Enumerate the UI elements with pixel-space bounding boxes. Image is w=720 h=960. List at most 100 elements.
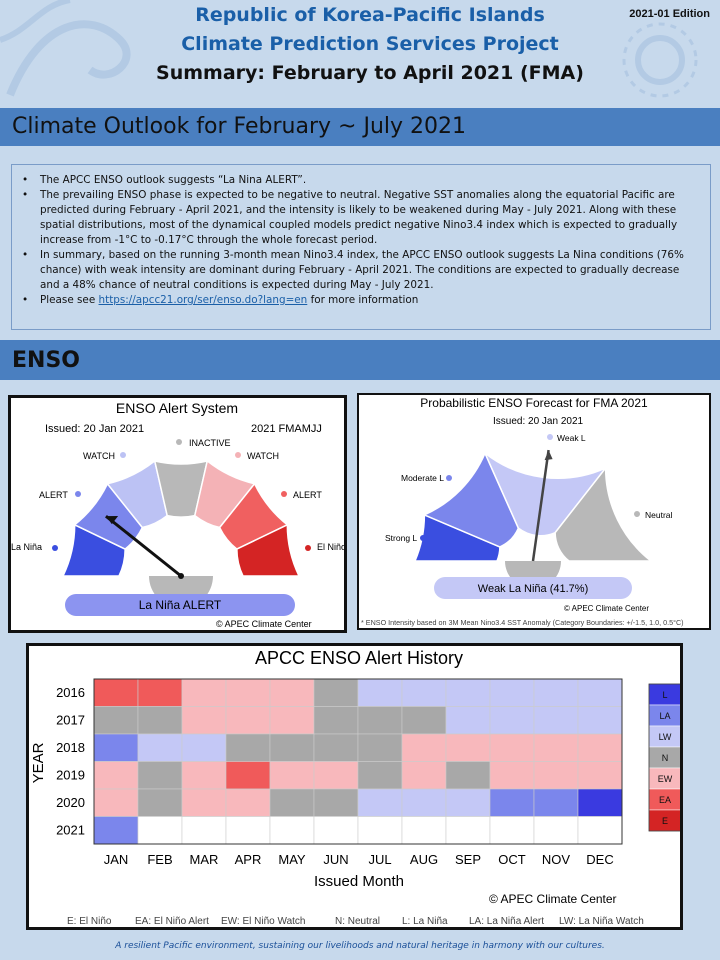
heatmap-cell (137, 706, 183, 735)
heatmap-cell (181, 678, 227, 707)
heatmap-cell (533, 788, 579, 817)
heatmap-cell (181, 706, 227, 735)
heatmap-cell (445, 678, 491, 707)
header-title-line2: Climate Prediction Services Project (181, 33, 559, 55)
heatmap-cell (533, 706, 579, 735)
year-tick-label: 2018 (56, 740, 85, 755)
month-tick-label: JAN (104, 852, 129, 867)
heatmap-cell (93, 733, 139, 762)
heatmap-cell (181, 761, 227, 790)
heatmap-cell (357, 788, 403, 817)
legend-code-label: LA (659, 711, 670, 721)
heatmap-cell (93, 816, 139, 845)
enso-alert-gauge: ENSO Alert System Issued: 20 Jan 2021 2021… (11, 400, 344, 629)
heatmap-cell (225, 788, 271, 817)
gauge-segment (193, 459, 256, 529)
forecast-segment (484, 452, 607, 537)
heatmap-cell (533, 733, 579, 762)
heatmap-cell (445, 788, 491, 817)
legend-code-label: N (662, 753, 669, 763)
gauge-segment-label: El Niño (317, 542, 344, 552)
gauge-segment (153, 459, 209, 518)
heatmap-cell (313, 761, 359, 790)
heatmap-cell (401, 733, 447, 762)
month-tick-label: JUN (323, 852, 348, 867)
outlook-bullet: The prevailing ENSO phase is expected to… (22, 188, 700, 248)
alert-credit: © APEC Climate Center (216, 619, 312, 629)
segment-marker-dot (52, 545, 58, 551)
header-title-line1: Republic of Korea-Pacific Islands (195, 4, 545, 26)
footer-tagline: A resilient Pacific environment, sustain… (115, 941, 605, 951)
forecast-marker-dot (547, 434, 553, 440)
heatmap-cell (225, 678, 271, 707)
heatmap-cell (93, 788, 139, 817)
segment-marker-dot (235, 452, 241, 458)
heatmap-cell (357, 706, 403, 735)
gauge-segment-label: ALERT (39, 490, 68, 500)
gauge-segment-label: WATCH (247, 451, 279, 461)
legend-key-note: EW: El Niño Watch (221, 916, 305, 927)
legend-frame (648, 683, 680, 832)
gauge-segment-label: ALERT (293, 490, 322, 500)
forecast-marker-dot (446, 475, 452, 481)
heatmap-cell (445, 761, 491, 790)
pointer-arrowhead (105, 515, 119, 525)
heatmap-cell (533, 678, 579, 707)
header: Republic of Korea-Pacific Islands Climat… (0, 0, 720, 102)
heatmap-cell (401, 678, 447, 707)
heatmap-cell (577, 788, 623, 817)
heatmap-cell (577, 706, 623, 735)
heatmap-cell (489, 678, 535, 707)
heatmap-cell (137, 816, 183, 845)
heatmap-cell (137, 788, 183, 817)
year-tick-label: 2020 (56, 795, 85, 810)
heatmap-cell (357, 816, 403, 845)
forecast-result-label: Weak La Niña (41.7%) (478, 583, 588, 595)
alert-period: 2021 FMAMJJ (251, 423, 322, 435)
heatmap-cell (93, 706, 139, 735)
heatmap-cell (445, 816, 491, 845)
month-tick-label: JUL (368, 852, 391, 867)
year-tick-label: 2019 (56, 768, 85, 783)
forecast-pointer-needle (531, 449, 550, 562)
probabilistic-forecast-panel: Probabilistic ENSO Forecast for FMA 2021… (357, 393, 711, 630)
gauge-segment-label: WATCH (83, 451, 115, 461)
heatmap-cell (445, 733, 491, 762)
legend-key-note: EA: El Niño Alert (135, 916, 209, 927)
forecast-segment-label: Neutral (645, 510, 673, 520)
heatmap-cell (577, 816, 623, 845)
heatmap-cell (489, 733, 535, 762)
heatmap-cell (269, 761, 315, 790)
outlook-bullet: In summary, based on the running 3-month… (22, 248, 700, 293)
legend-code-label: EA (659, 795, 671, 805)
heatmap-cell (137, 733, 183, 762)
edition-label: 2021-01 Edition (629, 8, 710, 20)
probabilistic-title: Probabilistic ENSO Forecast for FMA 2021 (420, 396, 648, 410)
heatmap-cell (269, 816, 315, 845)
heatmap-cell (181, 788, 227, 817)
gauge-segment (106, 459, 169, 529)
enso-section-band: ENSO (0, 340, 720, 380)
heatmap-cell (225, 706, 271, 735)
apcc-enso-link[interactable]: https://apcc21.org/ser/enso.do?lang=en (98, 294, 308, 306)
forecast-segment-label: Moderate L (401, 473, 444, 483)
link-prefix: Please see (40, 294, 99, 306)
chart-title: APCC ENSO Alert History (255, 648, 463, 668)
outlook-summary-box: The APCC ENSO outlook suggests “La Nina … (11, 164, 711, 330)
heatmap-cell (269, 706, 315, 735)
gauge-segment (61, 523, 126, 577)
segment-marker-dot (281, 491, 287, 497)
forecast-result-pill (434, 577, 632, 599)
heatmap-cell (357, 678, 403, 707)
heatmap-cell (225, 816, 271, 845)
heatmap-cell (401, 816, 447, 845)
heatmap-cell (313, 816, 359, 845)
heatmap-cell (357, 733, 403, 762)
forecast-segment-label: Weak L (557, 433, 586, 443)
forecast-marker-dot (634, 511, 640, 517)
heatmap-cell (93, 678, 139, 707)
heatmap-cell (313, 733, 359, 762)
segment-marker-dot (120, 452, 126, 458)
legend-key-note: L: La Niña (402, 916, 448, 927)
heatmap-cell (137, 761, 183, 790)
